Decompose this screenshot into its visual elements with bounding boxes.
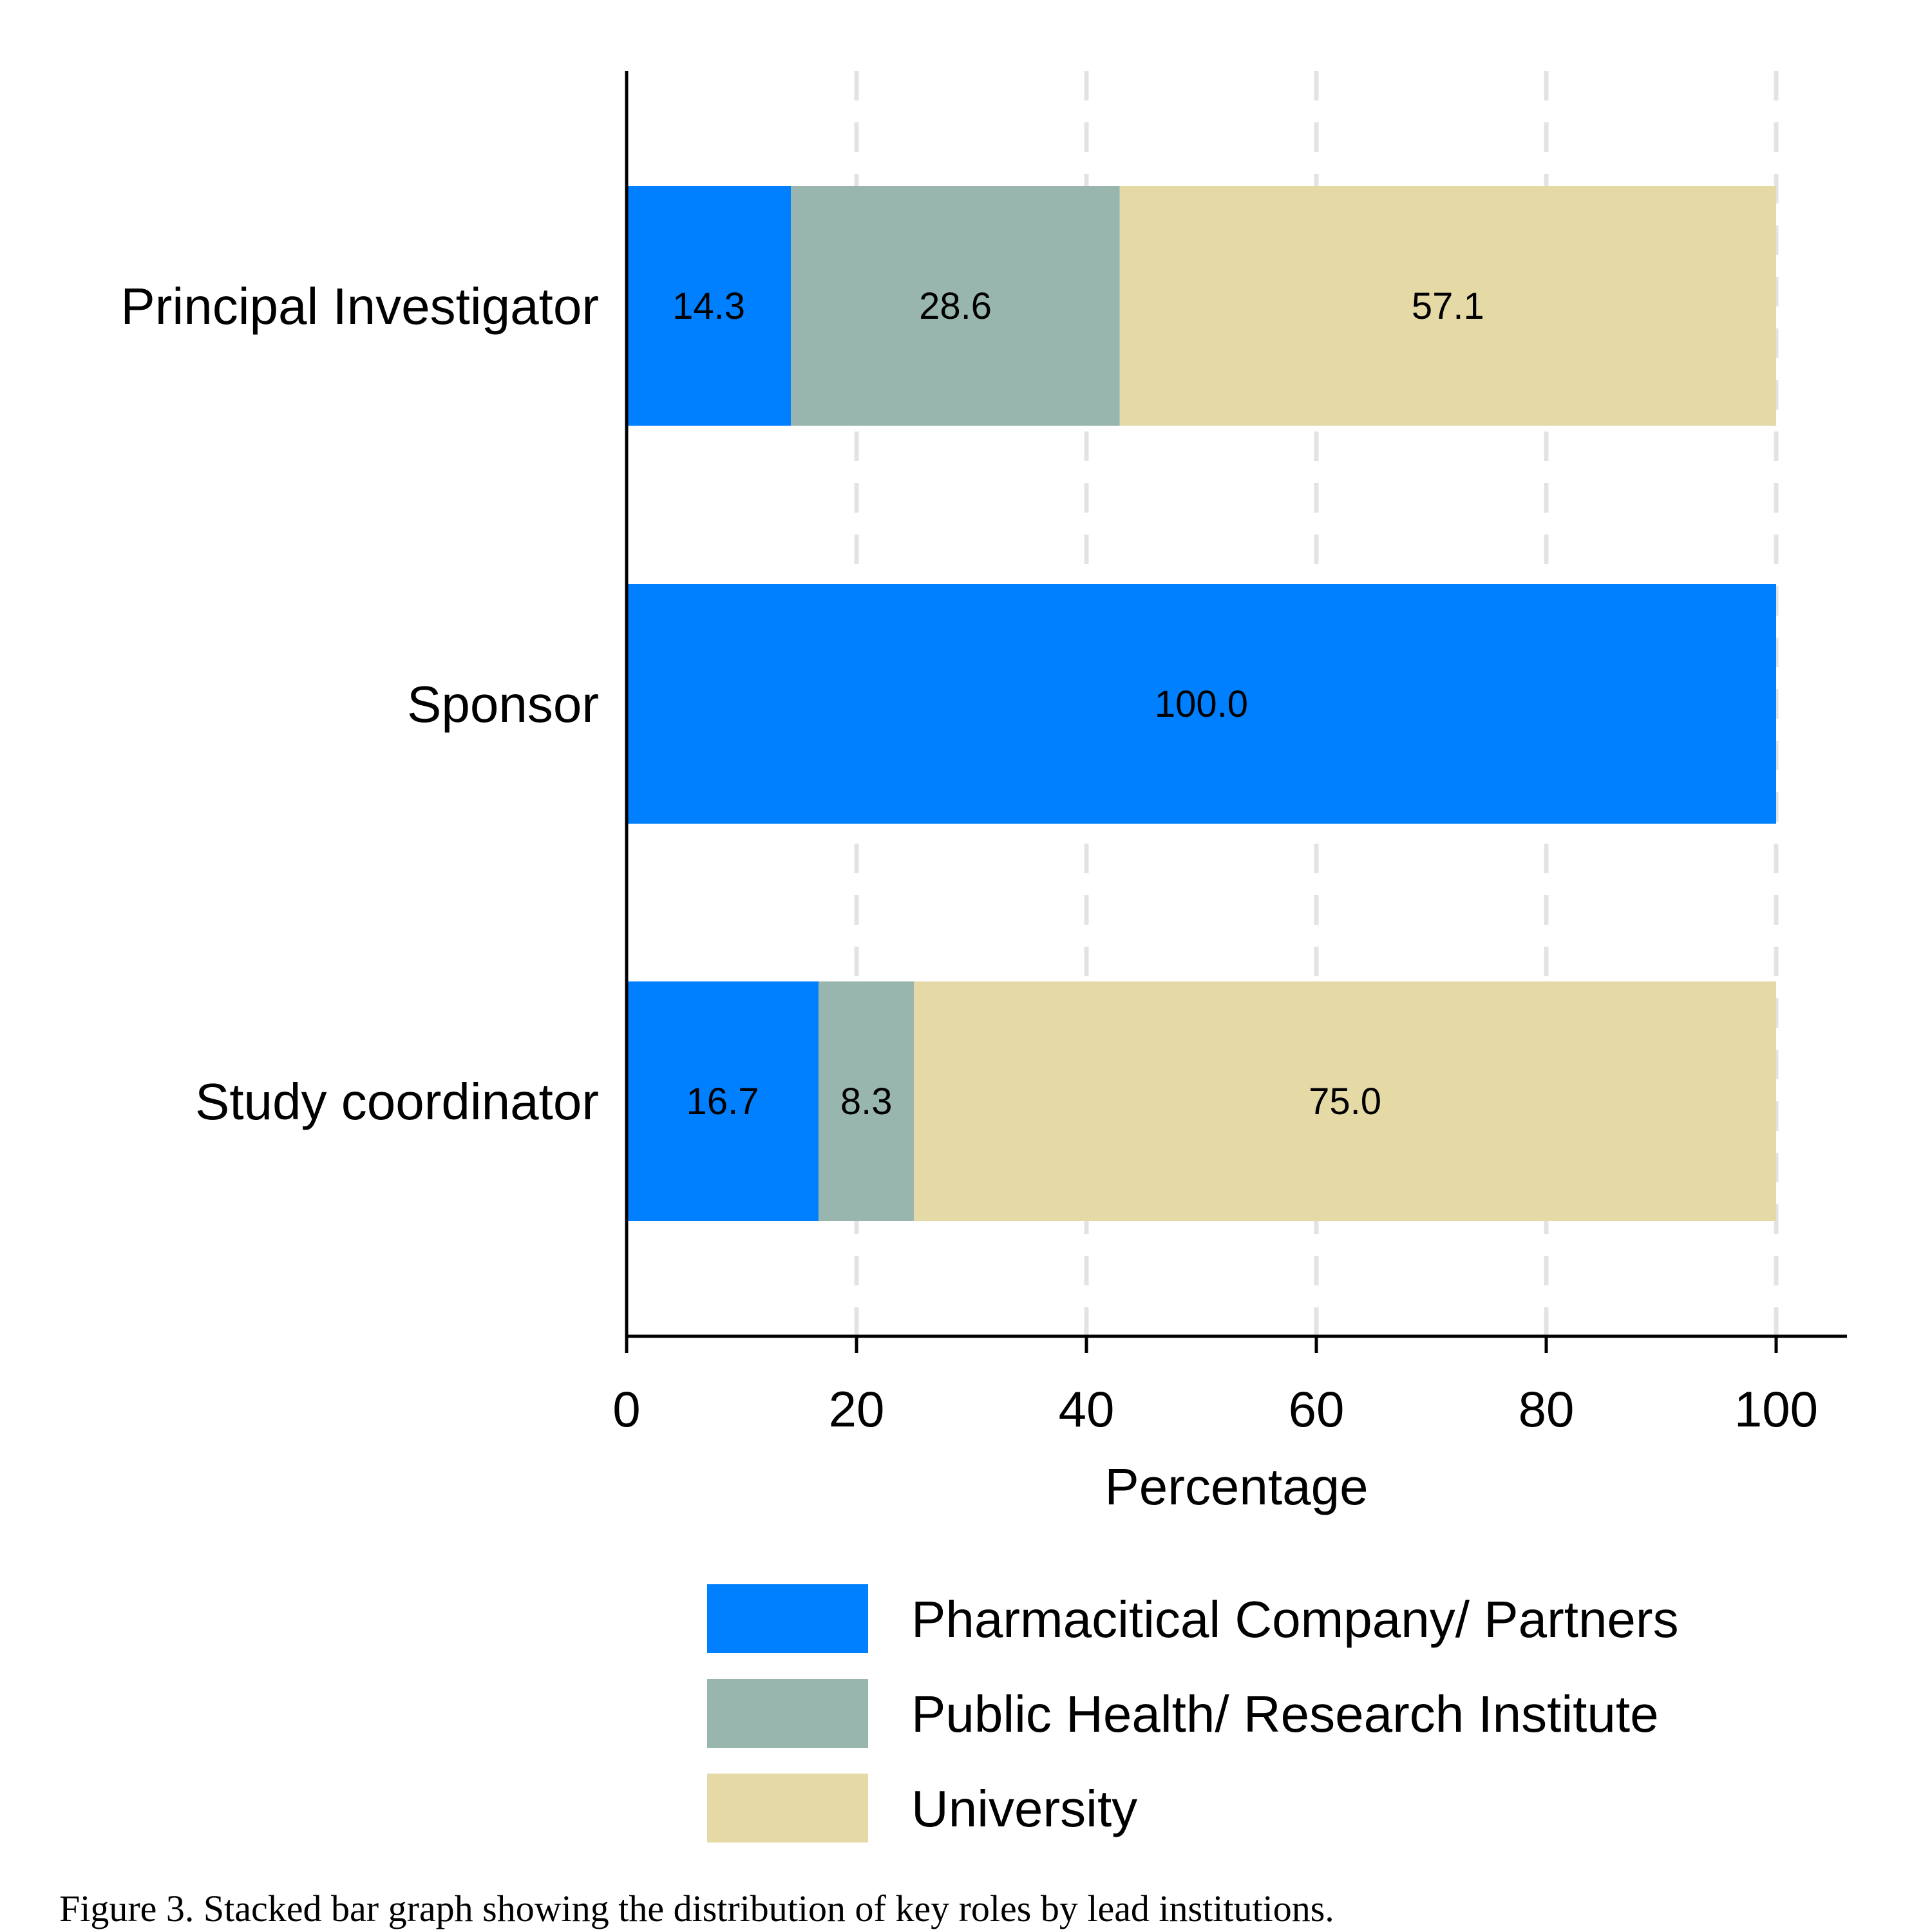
data-label: 75.0: [1309, 1081, 1381, 1122]
legend-label: University: [911, 1780, 1137, 1837]
legend-swatch: [707, 1584, 868, 1653]
category-label: Principal Investigator: [120, 278, 599, 335]
data-label: 28.6: [919, 285, 992, 327]
x-tick-label: 20: [829, 1381, 885, 1437]
x-tick-label: 80: [1519, 1381, 1575, 1437]
figure-caption: Figure 3. Stacked bar graph showing the …: [59, 1888, 1334, 1929]
data-label: 100.0: [1155, 683, 1248, 725]
data-labels: 14.3 28.6 57.1 100.0 16.7 8.3 75.0: [672, 285, 1484, 1122]
x-tick-label: 100: [1734, 1381, 1818, 1437]
legend-label: Pharmacitical Company/ Partners: [911, 1591, 1679, 1648]
bar-segment: [914, 981, 1776, 1221]
bar-segment: [819, 981, 914, 1221]
legend-swatch: [707, 1679, 868, 1748]
legend: Pharmacitical Company/ Partners Public He…: [707, 1584, 1679, 1842]
x-tick-label: 60: [1289, 1381, 1345, 1437]
data-label: 57.1: [1412, 285, 1484, 327]
category-labels: Principal Investigator Sponsor Study coord…: [120, 278, 599, 1130]
axes: [625, 71, 1847, 1353]
bar-segment: [791, 186, 1120, 426]
bar-segment: [627, 981, 819, 1221]
data-label: 14.3: [672, 285, 745, 327]
bars: [627, 186, 1776, 1221]
bar-segment: [627, 584, 1776, 824]
category-label: Sponsor: [407, 676, 599, 733]
category-label: Study coordinator: [195, 1073, 599, 1130]
legend-label: Public Health/ Research Institute: [911, 1685, 1659, 1743]
x-tick-labels: 0 20 40 60 80 100: [612, 1381, 1818, 1437]
data-label: 8.3: [840, 1081, 893, 1122]
x-tick-label: 40: [1059, 1381, 1115, 1437]
data-label: 16.7: [687, 1081, 759, 1122]
bar-segment: [1119, 186, 1776, 426]
x-tick-label: 0: [612, 1381, 640, 1437]
legend-swatch: [707, 1774, 868, 1842]
bar-segment: [627, 186, 791, 426]
x-axis-title: Percentage: [1104, 1458, 1368, 1515]
